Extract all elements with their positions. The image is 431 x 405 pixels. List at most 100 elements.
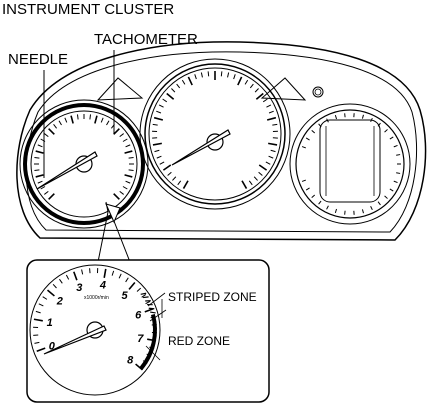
speed-ticks-tick bbox=[207, 71, 210, 77]
diagram-title: INSTRUMENT CLUSTER bbox=[2, 1, 174, 18]
inset-ticks-tick bbox=[34, 341, 40, 344]
disp-ticks-tick bbox=[393, 180, 398, 184]
inset-ticks-tick bbox=[73, 271, 78, 281]
tach-ticks-tick bbox=[64, 117, 68, 123]
speed-ticks-tick bbox=[181, 79, 186, 85]
disp-ticks-tick bbox=[305, 137, 310, 141]
speed-ticks-tick bbox=[262, 98, 268, 103]
display-screen bbox=[319, 119, 381, 203]
speedometer-bezel bbox=[144, 63, 286, 205]
inset-scale-number: 3 bbox=[76, 282, 82, 294]
display-bezel bbox=[295, 109, 405, 219]
disp-ticks-tick bbox=[370, 206, 373, 211]
tach-ticks-tick bbox=[44, 133, 49, 138]
tach-ticks-tick bbox=[113, 193, 120, 200]
speed-ticks-tick bbox=[158, 104, 164, 108]
tach-ticks-tick bbox=[124, 174, 133, 178]
disp-ticks-tick bbox=[318, 200, 322, 205]
speed-ticks-tick bbox=[152, 142, 162, 146]
speed-ticks-tick bbox=[265, 161, 271, 165]
disp-ticks-tick bbox=[326, 205, 329, 210]
tach-ticks-tick bbox=[128, 156, 134, 159]
disp-ticks-tick bbox=[377, 201, 381, 206]
disp-ticks-tick bbox=[301, 146, 307, 149]
label-red-zone: RED ZONE bbox=[168, 334, 230, 348]
tach-ticks-tick bbox=[70, 115, 74, 124]
tach-ticks-tick bbox=[34, 169, 40, 172]
inset-ticks-tick bbox=[65, 274, 70, 280]
tachometer-gauge bbox=[19, 99, 149, 229]
speed-ticks-tick bbox=[200, 72, 203, 78]
label-tachometer: TACHOMETER bbox=[94, 31, 198, 48]
zoom-callout-point bbox=[105, 203, 121, 224]
tach-ticks-tick bbox=[35, 150, 44, 154]
speed-ticks-tick bbox=[244, 79, 249, 85]
disp-ticks-tick bbox=[384, 195, 388, 199]
tach-ticks-tick bbox=[125, 180, 131, 184]
striped-zone-leader-top bbox=[147, 292, 166, 307]
tach-ticks-tick bbox=[119, 190, 124, 195]
speed-ticks-tick bbox=[156, 110, 162, 114]
speed-ticks-tick bbox=[268, 142, 278, 146]
speedometer-face bbox=[148, 67, 282, 201]
speed-ticks-tick bbox=[194, 74, 197, 80]
speed-ticks-tick bbox=[159, 161, 165, 165]
disp-ticks-tick bbox=[389, 136, 394, 140]
tach-ticks-tick bbox=[48, 193, 55, 200]
inset-scale-number: 7 bbox=[137, 333, 144, 345]
speed-ticks-tick bbox=[182, 180, 189, 189]
tach-ticks-tick bbox=[58, 120, 62, 126]
tach-ticks-tick bbox=[40, 186, 46, 190]
speed-ticks-tick bbox=[237, 76, 243, 86]
inset-ticks-tick bbox=[36, 347, 46, 352]
disp-ticks-tick bbox=[305, 187, 310, 191]
disp-ticks-tick bbox=[377, 122, 381, 127]
speed-ticks-tick bbox=[258, 171, 263, 176]
inset-ticks-tick bbox=[52, 283, 57, 289]
tach-ticks-tick bbox=[34, 156, 40, 159]
inset-ticks-tick bbox=[35, 310, 41, 314]
disp-ticks-tick bbox=[384, 129, 388, 133]
display-ticks bbox=[301, 113, 401, 215]
tach-ticks-tick bbox=[53, 124, 58, 129]
inset-needle bbox=[43, 325, 107, 355]
striped-zone-leader-bottom bbox=[149, 309, 167, 322]
inset-ticks-tick bbox=[118, 273, 122, 279]
tach-ticks-tick bbox=[94, 115, 98, 124]
disp-ticks-tick bbox=[361, 114, 364, 119]
speed-ticks-tick bbox=[266, 104, 272, 108]
speedometer-bezel-outer bbox=[139, 58, 291, 210]
inset-ticks-tick bbox=[103, 268, 107, 278]
speed-ticks-tick bbox=[220, 71, 223, 77]
speed-ticks-tick bbox=[171, 88, 176, 93]
tach-ticks-tick bbox=[128, 169, 134, 172]
tachometer-bezel-outer bbox=[19, 99, 149, 229]
inset-ticks-tick bbox=[38, 303, 44, 307]
disp-ticks-tick bbox=[361, 209, 364, 214]
indicator-lamp-inner bbox=[314, 88, 322, 96]
tach-ticks-tick bbox=[35, 174, 44, 178]
inset-ticks-tick bbox=[125, 277, 129, 283]
speed-ticks-tick bbox=[162, 98, 168, 103]
speed-ticks-tick bbox=[172, 176, 177, 181]
disp-ticks-tick bbox=[396, 172, 401, 174]
inset-ticks bbox=[33, 268, 157, 371]
inset-ticks-tick bbox=[33, 318, 43, 322]
inset-ticks-tick bbox=[111, 270, 115, 276]
disp-ticks-tick bbox=[396, 154, 401, 156]
red-zone-leader bbox=[145, 345, 161, 361]
disp-ticks-tick bbox=[389, 188, 394, 192]
speed-ticks-tick bbox=[254, 88, 259, 93]
housing-vent-right bbox=[260, 77, 307, 101]
red-zone-arc bbox=[139, 313, 157, 370]
inset-scale-number: 8 bbox=[127, 355, 134, 367]
tach-ticks-tick bbox=[124, 150, 133, 154]
inset-ticks-tick bbox=[135, 363, 144, 371]
speed-ticks-tick bbox=[241, 180, 248, 189]
disp-ticks-tick bbox=[393, 144, 398, 148]
speed-ticks-tick bbox=[253, 176, 258, 181]
speed-ticks-tick bbox=[268, 110, 274, 114]
